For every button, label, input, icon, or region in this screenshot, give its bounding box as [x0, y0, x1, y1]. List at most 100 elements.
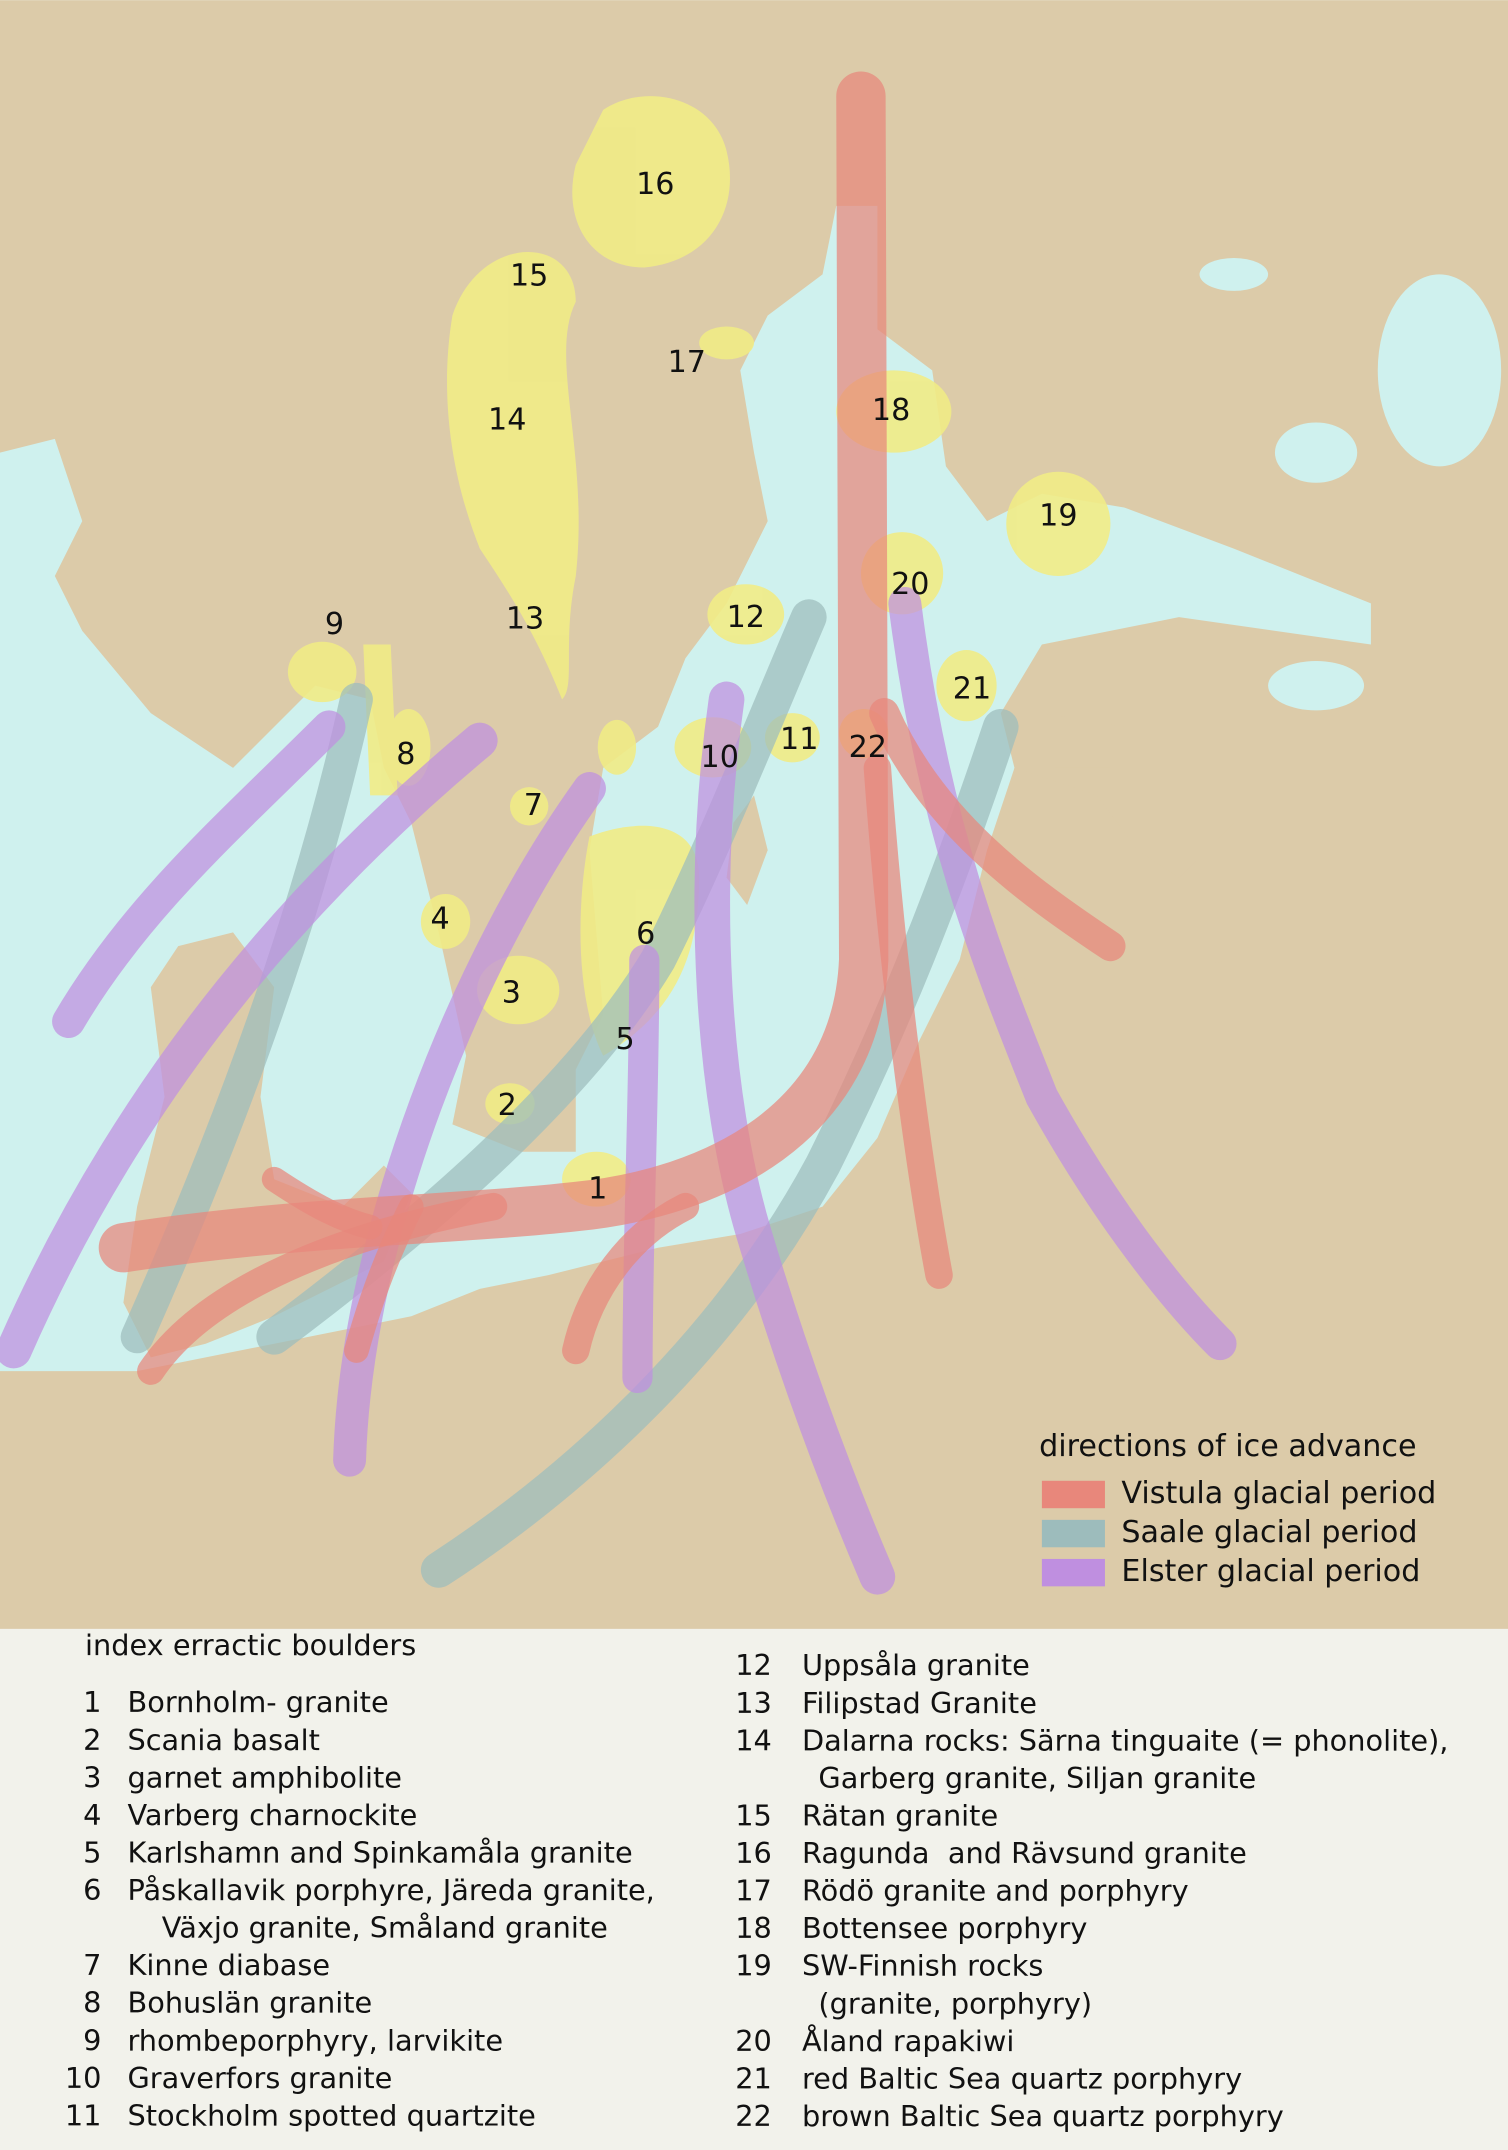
- area: [509, 787, 549, 826]
- legend-swatch: [1041, 1558, 1105, 1587]
- index-text: (granite, porphyry): [818, 1986, 1092, 2020]
- legend-swatch: [1041, 1519, 1105, 1548]
- map-label: 1: [588, 1172, 607, 1207]
- ice-arrow: [420, 708, 1019, 1588]
- index-text: Bottensee porphyry: [802, 1911, 1087, 1945]
- lake: [1377, 274, 1502, 467]
- index-number: 13: [735, 1686, 772, 1720]
- index-number: 16: [735, 1836, 772, 1870]
- area: [707, 584, 785, 645]
- map-label: 12: [727, 600, 765, 635]
- ice-arrow: [52, 710, 346, 1038]
- ice-arrow: [863, 754, 953, 1289]
- index-number: 8: [83, 1986, 101, 2020]
- index-number: 19: [735, 1949, 772, 1983]
- lake: [1274, 422, 1358, 483]
- index-number: 1: [83, 1685, 101, 1719]
- index-text: rhombeporphyry, larvikite: [127, 2023, 503, 2057]
- ice-arrow: [562, 1192, 700, 1365]
- map-label: 17: [668, 345, 706, 380]
- lake: [1199, 257, 1269, 291]
- ice-arrow: [261, 1166, 383, 1240]
- map-label: 15: [510, 259, 548, 294]
- index-number: 17: [735, 1874, 772, 1908]
- index-number: 21: [735, 2061, 772, 2095]
- index-text: red Baltic Sea quartz porphyry: [802, 2061, 1242, 2095]
- index-text: Stockholm spotted quartzite: [127, 2098, 535, 2132]
- area: [572, 96, 731, 268]
- index-text: Uppsåla granite: [802, 1648, 1030, 1682]
- index-number: 7: [83, 1948, 101, 1982]
- index-text: Garberg granite, Siljan granite: [818, 1761, 1256, 1795]
- index-number: 6: [83, 1873, 101, 1907]
- map-label: 7: [524, 788, 543, 823]
- legend-title: directions of ice advance: [1039, 1429, 1416, 1464]
- index-number: 12: [735, 1648, 772, 1682]
- index-text: Graverfors granite: [127, 2061, 392, 2095]
- area: [699, 326, 754, 360]
- area: [580, 825, 700, 1056]
- index-text: Scania basalt: [127, 1723, 319, 1757]
- index-text: Filipstad Granite: [802, 1686, 1037, 1720]
- index-text: Rätan granite: [802, 1798, 998, 1832]
- index-text: Dalarna rocks: Särna tinguaite (= phonol…: [802, 1723, 1448, 1757]
- area: [287, 641, 357, 703]
- index-text: Bohuslän granite: [127, 1986, 372, 2020]
- area: [420, 894, 471, 949]
- area: [936, 650, 997, 722]
- area: [386, 708, 431, 786]
- index-number: 18: [735, 1911, 772, 1945]
- ice-arrow: [344, 1194, 424, 1363]
- legend-label: Saale glacial period: [1121, 1515, 1417, 1550]
- index-number: 22: [735, 2099, 772, 2133]
- legend: directions of ice advance Vistula glacia…: [1039, 1429, 1436, 1589]
- index-text: Åland rapakiwi: [802, 2024, 1014, 2058]
- gulf-of-riga-coast: [987, 767, 1234, 988]
- map-label: 16: [636, 167, 674, 202]
- sea: [0, 205, 1371, 1372]
- index-number: 15: [735, 1798, 772, 1832]
- index-number: 14: [735, 1723, 772, 1757]
- map-label: 13: [506, 601, 544, 636]
- ice-arrow: [0, 722, 498, 1369]
- legend-label: Vistula glacial period: [1121, 1476, 1436, 1511]
- index-text: SW-Finnish rocks: [802, 1949, 1043, 1983]
- index-text: garnet amphibolite: [127, 1760, 402, 1794]
- area: [1006, 471, 1111, 576]
- index-text: Ragunda and Rävsund granite: [802, 1836, 1247, 1870]
- map-label: 21: [953, 671, 991, 706]
- index-text: brown Baltic Sea quartz porphyry: [802, 2099, 1284, 2133]
- legend-label: Elster glacial period: [1121, 1554, 1420, 1589]
- map-label: 3: [502, 976, 521, 1011]
- area: [447, 251, 579, 700]
- ice-arrow: [622, 944, 660, 1394]
- map-label: 9: [325, 607, 344, 642]
- index-title: index erractic boulders: [85, 1628, 416, 1662]
- index-text: Påskallavik porphyre, Järeda granite,: [127, 1873, 654, 1907]
- map-label: 18: [872, 393, 910, 428]
- map-label: 22: [849, 730, 887, 765]
- map-label: 20: [891, 567, 929, 602]
- map-label: 10: [701, 740, 739, 775]
- index-text: Rödö granite and porphyry: [802, 1874, 1189, 1908]
- index-number: 11: [65, 2098, 102, 2132]
- index-text: Bornholm- granite: [127, 1685, 388, 1719]
- map-label: 14: [488, 403, 526, 438]
- map-label: 5: [616, 1022, 635, 1057]
- map-label: 19: [1039, 499, 1077, 534]
- ice-arrow: [869, 698, 1126, 962]
- index-text: Växjo granite, Småland granite: [162, 1911, 608, 1945]
- index-number: 20: [735, 2024, 772, 2058]
- index-number: 5: [83, 1835, 101, 1869]
- index-number: 4: [83, 1798, 101, 1832]
- index-number: 3: [83, 1760, 101, 1794]
- legend-swatch: [1041, 1480, 1105, 1509]
- index-text: Karlshamn and Spinkamåla granite: [127, 1835, 632, 1869]
- index-number: 9: [83, 2023, 101, 2057]
- area: [597, 719, 637, 775]
- ice-arrow: [137, 1192, 508, 1385]
- saaremaa: [1041, 713, 1125, 768]
